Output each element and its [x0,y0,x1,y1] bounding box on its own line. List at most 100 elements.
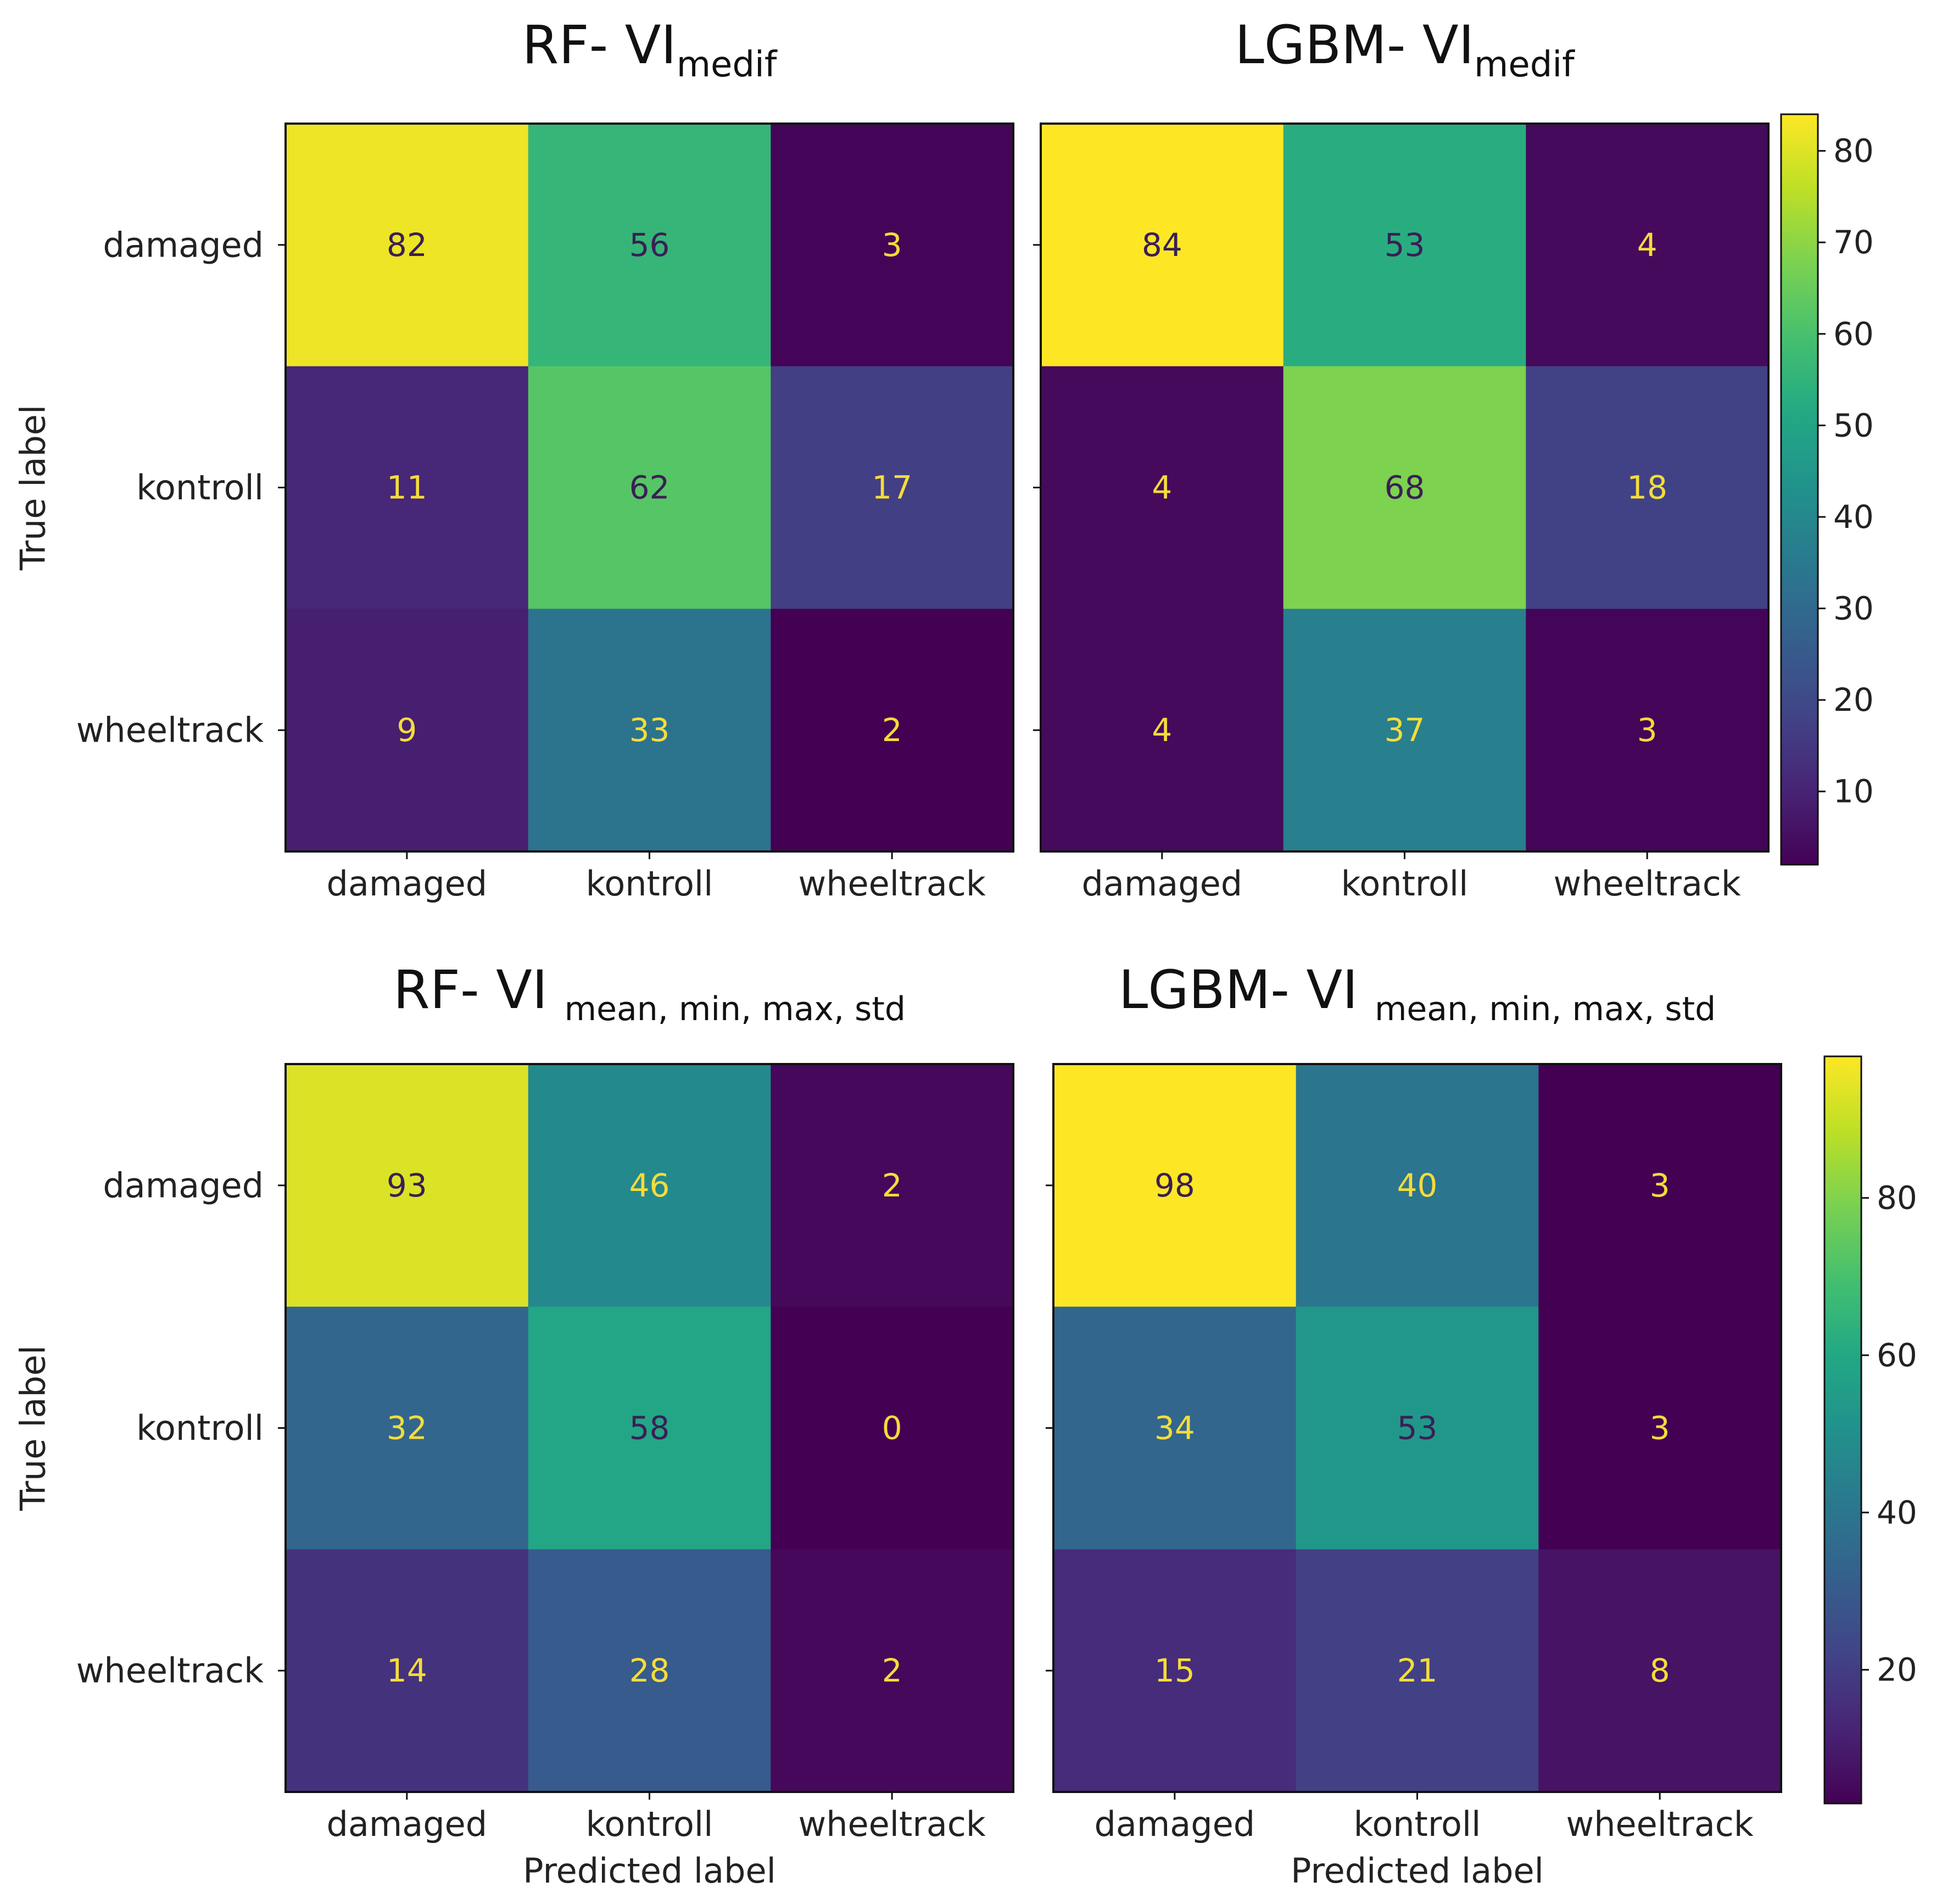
cell-value-label: 14 [387,1652,427,1689]
confusion-matrix-panel-4: 98 40 3 34 53 3 15 21 8 damaged kontroll wheeltrack… [1046,959,1782,1891]
cell-value-label: 84 [1142,226,1182,264]
y-tick-label: kontroll [136,1408,264,1448]
colorbar-tick-label: 20 [1877,1651,1917,1689]
y-tick-label: wheeltrack [76,1651,264,1691]
matrix-cell [1296,1064,1539,1307]
matrix-cell [1053,1306,1297,1550]
matrix-cell [771,1306,1014,1550]
cell-value-label: 33 [629,711,670,749]
panel-title: RF- VImedif [522,14,778,85]
panel-title-main: RF- VI [393,959,565,1021]
matrix-cell [528,1549,771,1792]
matrix-cell [286,366,529,609]
colorbar-scale [1780,113,1819,866]
matrix-cell [771,1064,1014,1307]
matrix-cell [1283,124,1526,367]
confusion-matrix-panel-3: 93 46 2 32 58 0 14 28 2 damaged kontroll wheeltrack… [13,959,1014,1891]
cell-value-label: 3 [1637,711,1658,749]
cell-value-label: 40 [1397,1167,1438,1204]
matrix-cell [1526,366,1769,609]
matrix-cell [1041,124,1284,367]
colorbar-tick-label: 20 [1833,681,1874,719]
colorbar-tick-label: 80 [1833,132,1874,170]
panel-title-subscript: mean, min, max, std [1375,990,1716,1028]
colorbar-tick-label: 40 [1833,498,1874,536]
matrix-cell [528,366,771,609]
cell-value-label: 3 [1650,1167,1670,1204]
matrix-cell [771,1549,1014,1792]
cell-value-label: 0 [882,1410,902,1447]
panel-title-subscript: medif [677,44,778,85]
matrix-cell [286,1064,529,1307]
panel-title-subscript: mean, min, max, std [565,990,906,1028]
matrix-cell [1283,609,1526,852]
x-tick-label: kontroll [586,864,713,904]
matrix-cell [1538,1064,1782,1307]
matrix-cell [1283,366,1526,609]
matrix-cell [286,609,529,852]
cell-value-label: 2 [882,1652,902,1689]
matrix-cell [1526,124,1769,367]
y-tick-label: wheeltrack [76,710,264,750]
colorbar-tick-label: 40 [1877,1494,1917,1531]
matrix-cell [771,609,1014,852]
y-tick-label: damaged [103,225,264,265]
x-tick-label: damaged [327,1804,488,1844]
colorbar-tick-label: 80 [1877,1179,1917,1217]
panel-title: RF- VI mean, min, max, std [393,959,906,1028]
matrix-cell [1526,609,1769,852]
cell-value-label: 3 [1650,1410,1670,1447]
matrix-cell [528,124,771,367]
cell-value-label: 15 [1154,1652,1195,1689]
confusion-matrix-panel-1: 82 56 3 11 62 17 9 33 2 damaged kontroll wheeltrack… [13,14,1014,904]
cell-value-label: 21 [1397,1652,1438,1689]
panel-title: LGBM- VI mean, min, max, std [1119,959,1716,1028]
confusion-matrix-panel-2: 84 53 4 4 68 18 4 37 3 damaged kontroll wheeltrack L… [1033,14,1770,904]
cell-value-label: 34 [1154,1410,1195,1447]
x-axis-label: Predicted label [1291,1851,1544,1891]
matrix-cell [528,609,771,852]
y-axis-label: True label [13,405,53,571]
colorbar-tick-label: 60 [1877,1337,1917,1374]
cell-value-label: 11 [387,469,427,506]
matrix-cell [1296,1306,1539,1550]
matrix-cell [1053,1549,1297,1792]
cell-value-label: 53 [1397,1410,1438,1447]
matrix-cell [286,1549,529,1792]
x-tick-label: damaged [1082,864,1243,904]
cell-value-label: 32 [387,1410,427,1447]
x-tick-label: wheeltrack [1554,864,1741,904]
cell-value-label: 93 [387,1167,427,1204]
x-tick-label: wheeltrack [799,1804,986,1844]
colorbar-scale [1823,1055,1862,1805]
cell-value-label: 46 [629,1167,670,1204]
matrix-cell [1538,1549,1782,1792]
x-axis-label: Predicted label [523,1851,776,1891]
matrix-cell [771,124,1014,367]
cell-value-label: 53 [1385,226,1425,264]
panel-title: LGBM- VImedif [1235,14,1575,85]
x-tick-label: damaged [1095,1804,1255,1844]
colorbar-tick-label: 60 [1833,315,1874,353]
cell-value-label: 4 [1152,711,1172,749]
matrix-cell [1296,1549,1539,1792]
cell-value-label: 62 [629,469,670,506]
cell-value-label: 82 [387,226,427,264]
cell-value-label: 9 [397,711,417,749]
matrix-cell [286,124,529,367]
colorbar-tick-label: 50 [1833,407,1874,444]
colorbar-1: 10 20 30 40 50 60 70 80 [1780,113,1874,866]
cell-value-label: 28 [629,1652,670,1689]
panel-title-main: RF- VI [522,14,677,76]
cell-value-label: 4 [1637,226,1658,264]
colorbar-tick-label: 30 [1833,590,1874,627]
cell-value-label: 4 [1152,469,1172,506]
matrix-cell [1041,366,1284,609]
matrix-cell [771,366,1014,609]
matrix-cell [528,1306,771,1550]
colorbar-2: 20 40 60 80 [1823,1055,1917,1805]
panel-title-main: LGBM- VI [1235,14,1474,76]
y-tick-label: damaged [103,1165,264,1205]
cell-value-label: 37 [1385,711,1425,749]
cell-value-label: 2 [882,1167,902,1204]
